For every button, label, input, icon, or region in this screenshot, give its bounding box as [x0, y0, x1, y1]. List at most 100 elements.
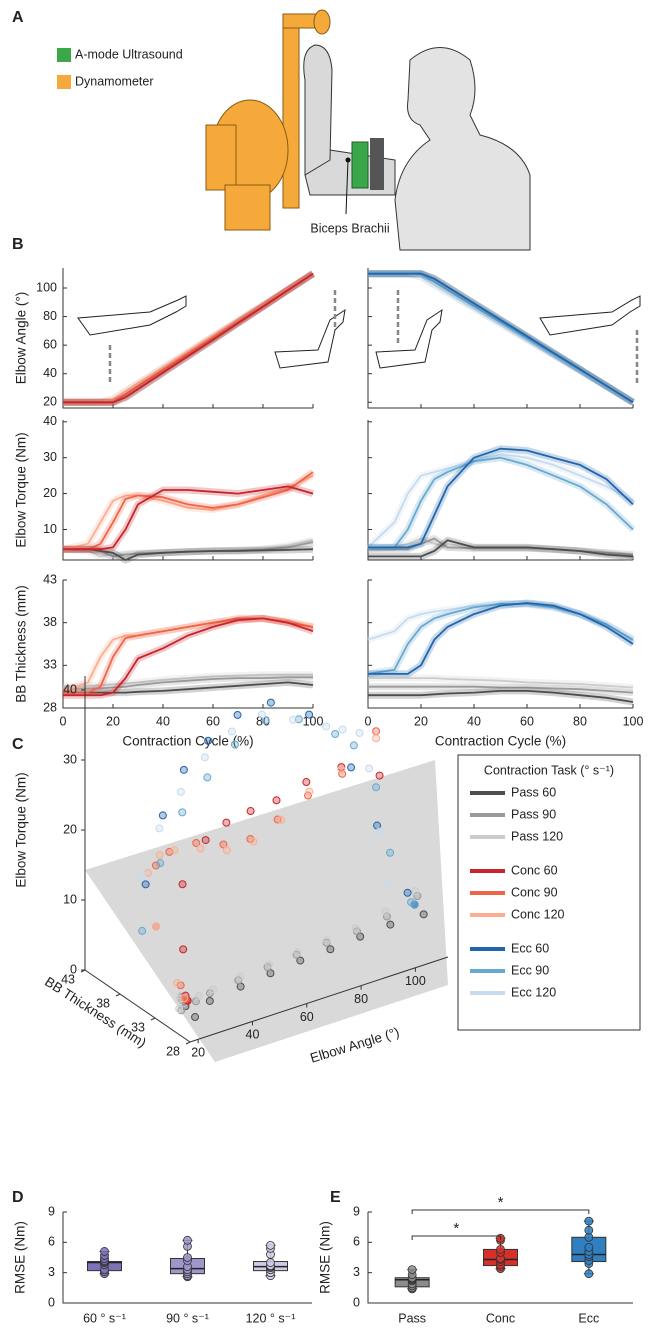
trajectory-point	[289, 715, 298, 724]
y-tick-label: 3	[48, 1265, 55, 1279]
legend-swatch	[57, 48, 71, 62]
y-axis-label: RMSE (Nm)	[318, 1221, 333, 1294]
trajectory-point	[219, 840, 228, 849]
trajectory-point	[203, 773, 212, 782]
line	[368, 272, 634, 404]
line	[63, 676, 313, 690]
x-tick-label: Pass	[398, 1311, 426, 1325]
panel-label: C	[12, 736, 24, 753]
dynamometer-grip	[313, 9, 331, 35]
y-tick-label: 33	[43, 658, 57, 672]
panel-a-illustration: Biceps Brachii A-mode Ultrasound Dynamom…	[75, 9, 531, 251]
trajectory-point	[249, 837, 258, 846]
line	[63, 272, 314, 404]
trajectory-point	[326, 945, 335, 954]
trajectory-point	[372, 734, 381, 743]
trajectory-point	[201, 836, 210, 845]
line-band	[63, 270, 315, 406]
data-point	[183, 1235, 192, 1245]
trajectory-point	[222, 846, 231, 855]
line	[63, 272, 314, 404]
x-tick-label: 20	[191, 1046, 205, 1060]
y-tick-label: 38	[96, 996, 110, 1010]
line-band	[368, 270, 635, 406]
trajectory-point	[196, 844, 205, 853]
x-tick-label: 40	[467, 714, 481, 728]
z-tick-label: 40	[63, 682, 77, 696]
trajectory-point	[204, 736, 213, 745]
panel-label: B	[12, 236, 24, 253]
ultrasound-band	[351, 141, 369, 189]
y-axis-label: Elbow Angle (°)	[14, 292, 29, 384]
y-tick-label: 100	[36, 280, 57, 294]
line	[368, 272, 634, 404]
trajectory-point	[208, 985, 217, 994]
trajectory-point	[337, 765, 346, 774]
y-tick-label: 30	[43, 450, 57, 464]
data-point	[266, 1240, 275, 1250]
trajectory-point	[261, 716, 270, 725]
y-tick-label: 38	[43, 615, 57, 629]
trajectory-point	[170, 846, 179, 855]
x-tick-label: 60	[520, 714, 534, 728]
legend-title: Contraction Task (° s⁻¹)	[484, 763, 614, 777]
trajectory-point	[257, 710, 266, 719]
data-point	[584, 1269, 594, 1279]
trajectory-point	[233, 710, 242, 719]
line	[63, 617, 314, 697]
line	[368, 602, 634, 675]
line	[368, 456, 634, 549]
line-band	[368, 270, 635, 406]
x-axis-label: Contraction Cycle (%)	[122, 734, 253, 749]
line-band	[63, 270, 315, 406]
data-point	[100, 1247, 109, 1256]
line	[368, 677, 634, 689]
y-tick-label: 28	[166, 1044, 180, 1058]
trajectory-point	[178, 808, 187, 817]
x-axis	[189, 956, 449, 1043]
dynamometer-bracket	[205, 124, 237, 191]
line	[63, 272, 314, 404]
line-band	[63, 270, 315, 406]
y-tick-label: 6	[353, 1235, 360, 1249]
line	[368, 272, 634, 404]
trajectory-point	[222, 818, 231, 827]
data-point	[266, 1258, 275, 1267]
z-tick-label: 0	[70, 962, 77, 976]
trajectory-point	[411, 887, 420, 896]
line-band	[367, 600, 635, 678]
trajectory-point	[152, 922, 161, 931]
y-tick	[185, 1041, 191, 1045]
line	[368, 272, 634, 404]
y-tick-label: 9	[353, 1204, 360, 1218]
y-tick-label: 10	[43, 522, 57, 536]
x-tick-label: 0	[365, 714, 372, 728]
x-tick-label: 100	[623, 714, 644, 728]
trajectory-point	[200, 753, 209, 762]
panel-label: D	[12, 1189, 24, 1206]
trajectory-point	[266, 698, 275, 707]
trajectory-point	[144, 868, 153, 877]
y-tick-label: 80	[43, 309, 57, 323]
trajectory-point	[365, 764, 374, 773]
x-axis-label: Elbow Angle (°)	[308, 1024, 401, 1065]
inset-arm-extended	[77, 295, 187, 336]
trajectory-point	[372, 727, 381, 736]
line-band	[63, 270, 315, 406]
line	[63, 471, 314, 551]
y-tick	[115, 993, 121, 997]
y-tick-label: 20	[43, 486, 57, 500]
x-tick-label: 0	[60, 714, 67, 728]
trajectory-point	[227, 727, 236, 736]
trajectory-point	[372, 783, 381, 792]
trajectory-point	[403, 888, 412, 897]
x-tick-label: 60	[206, 714, 220, 728]
y-tick-label: 40	[43, 366, 57, 380]
axes	[62, 268, 313, 409]
inset-arm-flexed	[375, 308, 443, 369]
illustration-label: Biceps Brachii	[310, 221, 389, 235]
line-band	[63, 270, 315, 406]
trajectory-point	[349, 741, 358, 750]
line-band	[368, 270, 635, 406]
